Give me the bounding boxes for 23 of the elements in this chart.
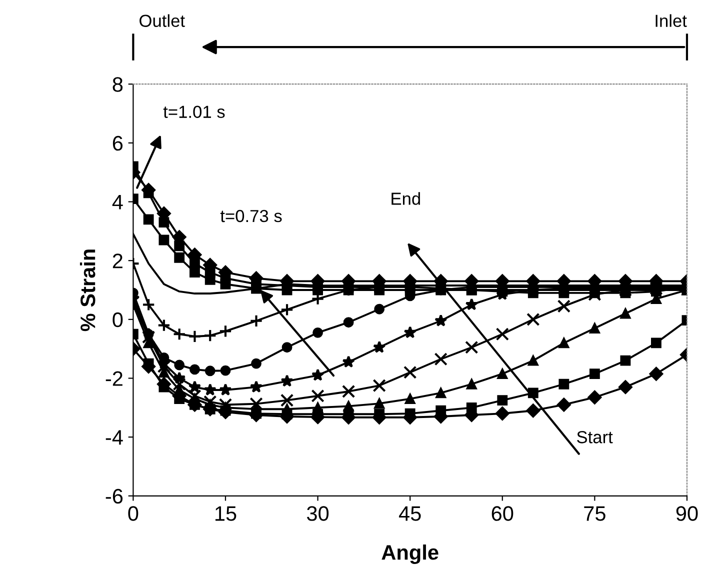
x-tick-label: 0 — [128, 506, 138, 521]
annotation: t=1.01 s — [163, 106, 225, 118]
x-tick-label: 30 — [306, 506, 329, 521]
x-tick-label: 15 — [215, 506, 236, 521]
y-tick-label: 8 — [112, 77, 123, 92]
annotation: End — [392, 192, 420, 205]
y-tick-label: 4 — [112, 194, 123, 210]
annotation: t=0.73 s — [220, 210, 282, 222]
text: Outlet — [140, 14, 185, 27]
y-tick-label: 0 — [112, 312, 123, 328]
x-tick-label: 60 — [492, 506, 514, 521]
text: Inlet — [656, 14, 687, 27]
y-tick-label: -2 — [106, 371, 122, 386]
x-axis-title: Angle — [382, 544, 438, 564]
x-tick-label: 45 — [398, 506, 421, 521]
y-tick-label: 6 — [112, 136, 123, 151]
y-tick-label: -6 — [106, 488, 123, 504]
x-tick-label: 75 — [584, 506, 606, 521]
y-tick-label: 2 — [112, 254, 122, 268]
y-axis-title: % Strain — [80, 250, 96, 332]
annotation: Start — [577, 431, 613, 444]
y-tick-label: -4 — [106, 430, 123, 445]
x-tick-label: 90 — [676, 506, 698, 521]
